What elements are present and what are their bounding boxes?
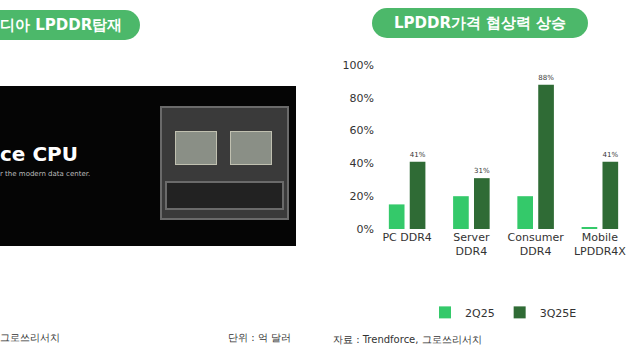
svg-text:41%: 41% (410, 150, 426, 159)
svg-text:80%: 80% (350, 92, 374, 105)
html-text:LPDDR가격 협상력 상승: LPDDR가격 협상력 상승 (394, 14, 567, 32)
svg-text:ServerDDR4: ServerDDR4 (453, 231, 490, 258)
html-text:자료 : Trendforce, 그로쓰리서치: 자료 : Trendforce, 그로쓰리서치 (333, 334, 482, 345)
html-text:디아 LPDDR탑재: 디아 LPDDR탑재 (0, 16, 123, 34)
svg-text:2Q25: 2Q25 (465, 307, 495, 320)
svg-text:20%: 20% (350, 190, 374, 203)
svg-text:MobileLPDDR4X: MobileLPDDR4X (574, 231, 626, 258)
html-text:그로쓰리서치: 그로쓰리서치 (0, 332, 60, 343)
svg-text:3Q25E: 3Q25E (540, 307, 577, 320)
svg-text:100%: 100% (343, 59, 374, 72)
svg-text:60%: 60% (350, 124, 374, 137)
svg-text:88%: 88% (538, 73, 554, 82)
svg-text:31%: 31% (474, 166, 490, 175)
svg-text:40%: 40% (350, 157, 374, 170)
html-text:단위 : 억 달러: 단위 : 억 달러 (228, 332, 291, 343)
svg-text:0%: 0% (357, 223, 374, 236)
svg-text:ConsumerDDR4: ConsumerDDR4 (508, 231, 565, 258)
html-text:ce CPU: ce CPU (0, 142, 78, 166)
svg-text:PC DDR4: PC DDR4 (382, 231, 431, 244)
svg-text:41%: 41% (602, 150, 618, 159)
html-text:r the modern data center.: r the modern data center. (0, 170, 91, 178)
